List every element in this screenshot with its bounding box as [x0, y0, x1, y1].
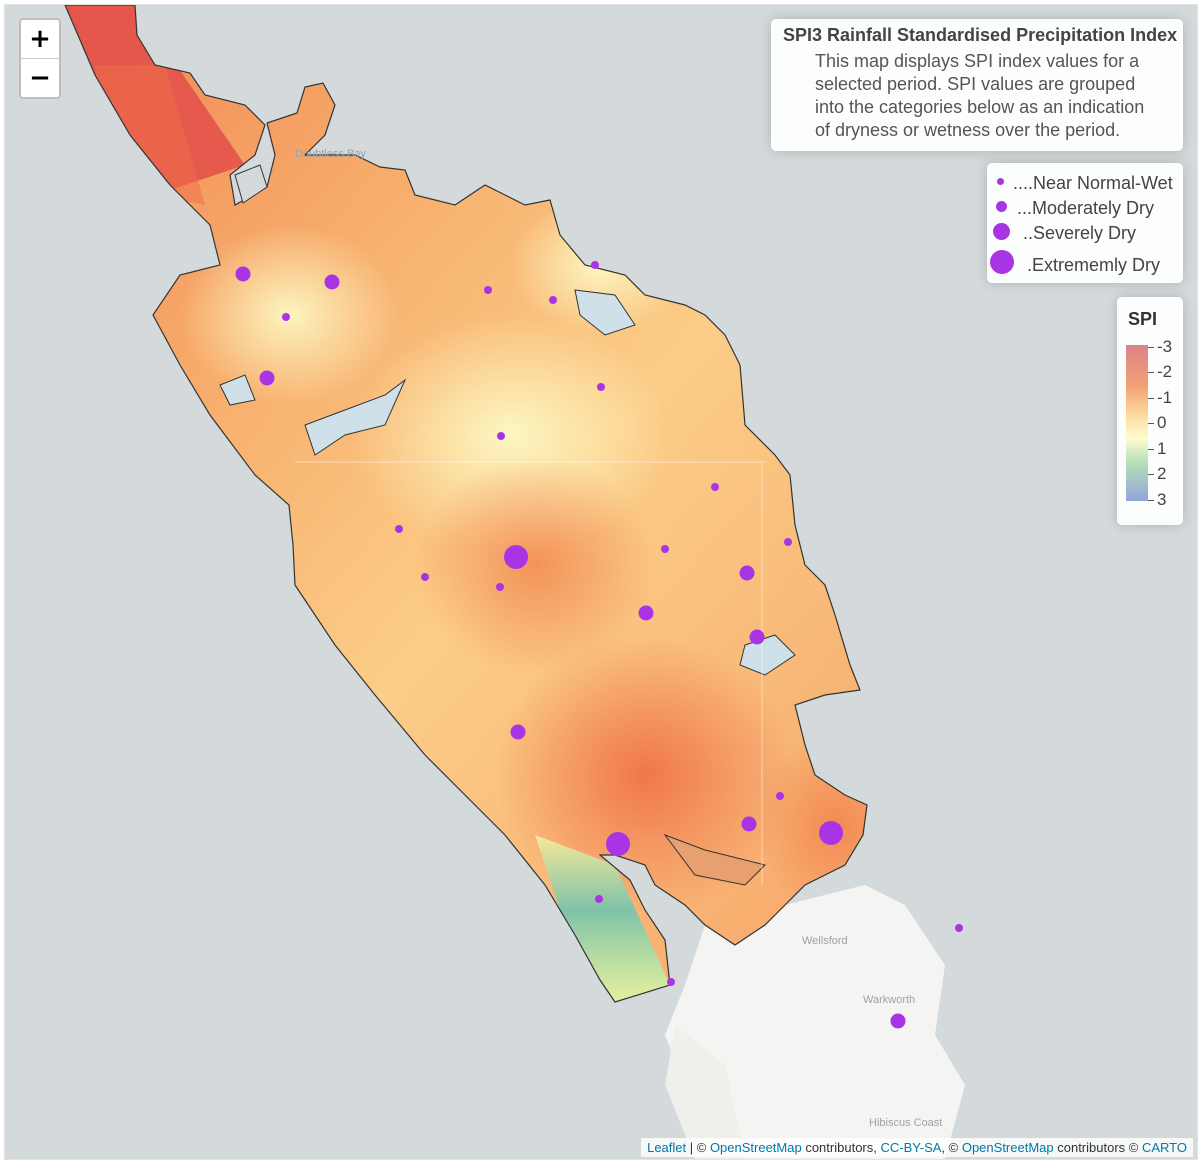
- legend-dot-icon: [997, 178, 1004, 185]
- map-container[interactable]: Doubtless Bay Wellsford Warkworth Hibisc…: [4, 4, 1198, 1160]
- station-marker[interactable]: [235, 266, 251, 282]
- legend-item-near-normal-wet: ....Near Normal-Wet: [987, 171, 1183, 197]
- station-marker[interactable]: [776, 792, 784, 800]
- zoom-control: + −: [19, 18, 61, 99]
- station-marker[interactable]: [484, 286, 492, 294]
- legend-dot-icon: [996, 201, 1007, 212]
- station-marker[interactable]: [606, 832, 630, 856]
- place-label-hibiscus-coast: Hibiscus Coast: [869, 1117, 943, 1129]
- station-marker[interactable]: [741, 816, 757, 832]
- station-marker[interactable]: [421, 573, 429, 581]
- station-marker[interactable]: [819, 821, 843, 845]
- spi-tick-label: -3: [1157, 337, 1173, 356]
- attribution-bar: Leaflet | © OpenStreetMap contributors, …: [641, 1138, 1193, 1157]
- station-marker[interactable]: [667, 978, 675, 986]
- osm-link-2[interactable]: OpenStreetMap: [961, 1140, 1054, 1155]
- info-title: SPI3 Rainfall Standardised Precipitation…: [783, 25, 1178, 45]
- spi-tick-label: 1: [1157, 439, 1167, 458]
- station-marker[interactable]: [282, 313, 290, 321]
- station-marker[interactable]: [259, 370, 275, 386]
- legend-item-extremely-dry: .Extrememly Dry: [987, 249, 1183, 275]
- legend-item-severely-dry: ..Severely Dry: [987, 221, 1183, 247]
- spi-tick-label: -1: [1157, 388, 1173, 407]
- station-markers: [235, 261, 963, 1029]
- station-marker[interactable]: [510, 724, 526, 740]
- station-marker[interactable]: [749, 629, 765, 645]
- place-label-doubtless-bay: Doubtless Bay: [295, 148, 366, 160]
- legend-dot-icon: [993, 223, 1010, 240]
- station-marker[interactable]: [595, 895, 603, 903]
- station-marker[interactable]: [638, 605, 654, 621]
- osm-link[interactable]: OpenStreetMap: [709, 1140, 802, 1155]
- station-marker[interactable]: [711, 483, 719, 491]
- spi-color-legend: SPI -3 -2 -1 0 1 2 3: [1117, 297, 1183, 525]
- station-marker[interactable]: [890, 1013, 906, 1029]
- spi-tick-label: 3: [1157, 490, 1167, 509]
- info-body: This map displays SPI index values for a…: [815, 51, 1145, 140]
- station-marker[interactable]: [496, 583, 504, 591]
- spi-legend-title: SPI: [1128, 309, 1158, 329]
- station-marker[interactable]: [597, 383, 605, 391]
- station-marker[interactable]: [739, 565, 755, 581]
- station-marker[interactable]: [955, 924, 963, 932]
- legend-item-moderately-dry: ...Moderately Dry: [987, 196, 1183, 222]
- spi-tick-label: 2: [1157, 464, 1167, 483]
- place-label-warkworth: Warkworth: [863, 994, 916, 1006]
- station-marker[interactable]: [324, 274, 340, 290]
- spi-tick-label: -2: [1157, 362, 1173, 381]
- station-marker[interactable]: [591, 261, 599, 269]
- cc-by-sa-link[interactable]: CC-BY-SA: [880, 1140, 942, 1155]
- station-marker[interactable]: [661, 545, 669, 553]
- spi-tick-label: 0: [1157, 413, 1167, 432]
- station-marker[interactable]: [497, 432, 505, 440]
- info-panel: SPI3 Rainfall Standardised Precipitation…: [771, 19, 1183, 151]
- zoom-in-button[interactable]: +: [29, 24, 51, 54]
- station-marker[interactable]: [549, 296, 557, 304]
- carto-link[interactable]: CARTO: [1141, 1140, 1187, 1155]
- spi-color-bar: [1126, 345, 1148, 501]
- station-marker[interactable]: [395, 525, 403, 533]
- zoom-out-button[interactable]: −: [21, 58, 59, 97]
- station-marker[interactable]: [504, 545, 528, 569]
- leaflet-link[interactable]: Leaflet: [647, 1140, 687, 1155]
- legend-dot-icon: [990, 250, 1014, 274]
- category-legend: ....Near Normal-Wet ...Moderately Dry ..…: [987, 163, 1183, 283]
- station-marker[interactable]: [784, 538, 792, 546]
- place-label-wellsford: Wellsford: [802, 935, 848, 947]
